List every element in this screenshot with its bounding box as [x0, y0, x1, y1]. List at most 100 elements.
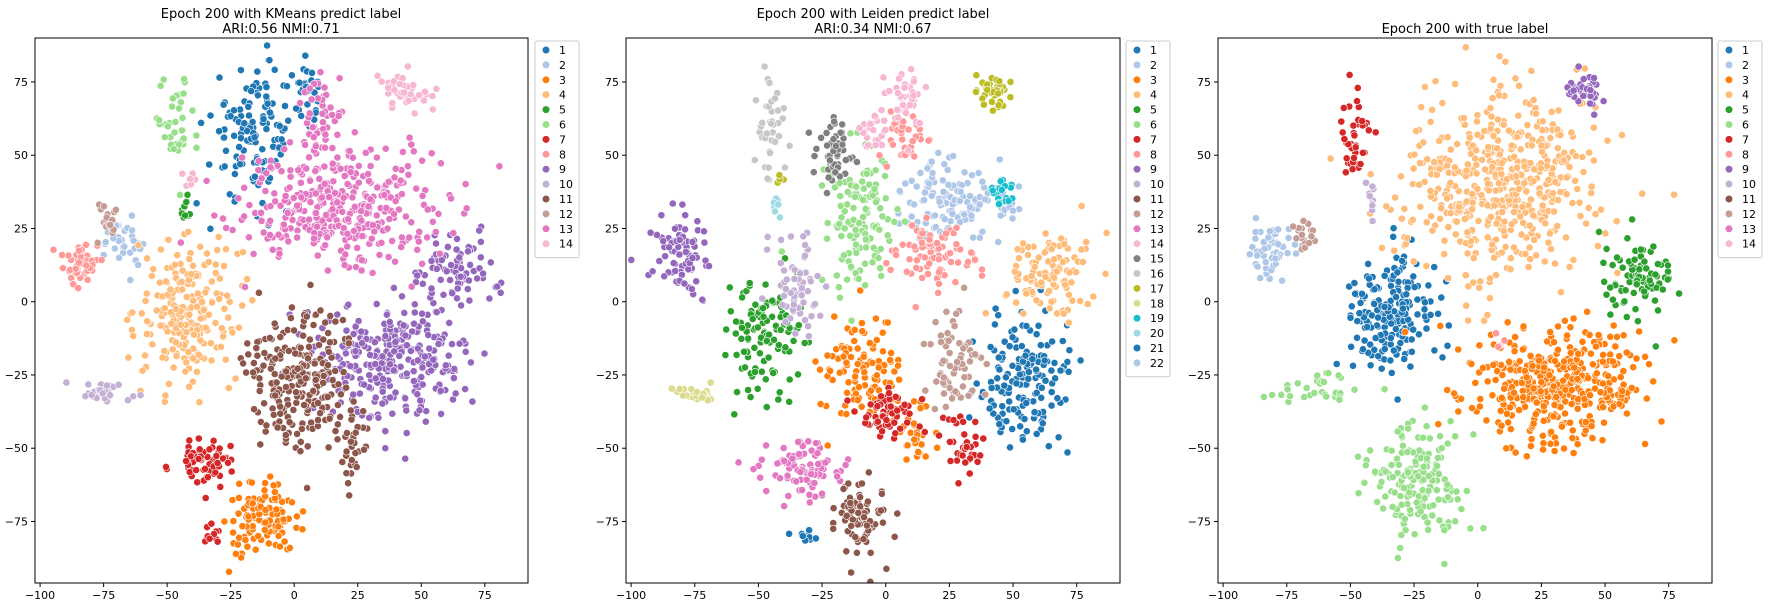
scatter-point-cluster-1 — [1037, 383, 1046, 392]
scatter-point-cluster-4 — [1522, 187, 1531, 196]
scatter-point-cluster-1 — [1359, 345, 1367, 354]
scatter-point-cluster-1 — [985, 404, 994, 413]
scatter-point-cluster-4 — [1463, 228, 1472, 237]
scatter-point-cluster-4 — [1012, 298, 1020, 307]
scatter-point-cluster-3 — [1600, 418, 1608, 427]
x-tick-label: −50 — [747, 589, 770, 602]
scatter-point-cluster-11 — [255, 387, 264, 395]
scatter-point-cluster-12 — [943, 329, 952, 337]
scatter-point-cluster-4 — [1532, 251, 1540, 260]
scatter-point-cluster-5 — [745, 279, 754, 287]
scatter-point-cluster-13 — [357, 216, 366, 225]
scatter-point-cluster-9 — [371, 393, 380, 402]
scatter-point-cluster-6 — [847, 316, 856, 325]
scatter-point-cluster-12 — [921, 386, 930, 395]
legend-label: 6 — [1150, 119, 1157, 132]
scatter-point-cluster-4 — [1077, 202, 1086, 210]
scatter-point-cluster-2 — [1292, 249, 1300, 258]
scatter-point-cluster-1 — [1002, 417, 1011, 426]
scatter-point-cluster-11 — [296, 437, 305, 446]
legend-label: 7 — [559, 133, 566, 146]
y-tick-label: −75 — [596, 515, 619, 528]
scatter-point-cluster-13 — [302, 164, 311, 173]
scatter-point-cluster-10 — [780, 291, 788, 300]
scatter-point-cluster-3 — [1635, 327, 1643, 336]
scatter-point-cluster-10 — [781, 318, 790, 326]
scatter-point-cluster-13 — [841, 461, 850, 469]
scatter-point-cluster-3 — [1510, 388, 1518, 397]
legend-label: 2 — [1150, 59, 1157, 72]
scatter-point-cluster-14 — [409, 81, 418, 89]
scatter-point-cluster-17 — [995, 77, 1004, 86]
scatter-point-cluster-4 — [1569, 255, 1578, 264]
scatter-point-cluster-4 — [1486, 294, 1494, 303]
scatter-point-cluster-8 — [925, 235, 934, 244]
scatter-point-cluster-4 — [194, 350, 203, 359]
scatter-point-cluster-8 — [910, 242, 919, 251]
scatter-point-cluster-8 — [905, 255, 914, 264]
scatter-point-cluster-13 — [254, 166, 263, 175]
scatter-point-cluster-11 — [311, 375, 320, 384]
scatter-point-cluster-15 — [817, 133, 825, 142]
scatter-point-cluster-4 — [1032, 296, 1041, 305]
scatter-point-cluster-3 — [933, 443, 941, 452]
scatter-point-cluster-14 — [894, 89, 902, 97]
scatter-point-cluster-8 — [892, 251, 900, 259]
scatter-point-cluster-9 — [366, 351, 374, 359]
scatter-point-cluster-6 — [818, 181, 826, 190]
scatter-point-cluster-11 — [270, 319, 279, 328]
scatter-point-cluster-12 — [959, 344, 968, 353]
scatter-point-cluster-4 — [1472, 146, 1481, 155]
scatter-point-cluster-4 — [1419, 138, 1428, 147]
legend-label: 3 — [1150, 74, 1157, 87]
scatter-point-cluster-6 — [155, 116, 163, 125]
scatter-point-cluster-9 — [486, 258, 495, 267]
scatter-point-cluster-3 — [850, 337, 859, 345]
scatter-point-cluster-6 — [179, 134, 188, 143]
scatter-point-cluster-4 — [1444, 223, 1453, 231]
scatter-point-cluster-1 — [1398, 256, 1407, 265]
scatter-point-cluster-10 — [789, 300, 798, 309]
scatter-point-cluster-11 — [866, 548, 875, 557]
scatter-point-cluster-2 — [101, 238, 110, 246]
scatter-point-cluster-8 — [956, 245, 965, 254]
scatter-point-cluster-3 — [288, 498, 296, 507]
y-tick-label: 75 — [605, 76, 619, 89]
scatter-point-cluster-13 — [762, 487, 771, 495]
scatter-point-cluster-7 — [886, 402, 895, 411]
scatter-point-cluster-13 — [344, 215, 352, 224]
scatter-point-cluster-4 — [1019, 309, 1028, 318]
scatter-point-cluster-1 — [1006, 443, 1014, 452]
scatter-point-cluster-4 — [1582, 219, 1590, 228]
scatter-point-cluster-9 — [408, 327, 416, 336]
scatter-point-cluster-9 — [378, 375, 387, 383]
scatter-point-cluster-2 — [1274, 240, 1283, 249]
scatter-point-cluster-13 — [307, 95, 316, 104]
scatter-point-cluster-11 — [319, 371, 328, 380]
scatter-point-cluster-13 — [176, 238, 185, 247]
scatter-point-cluster-1 — [1051, 374, 1059, 383]
scatter-point-cluster-2 — [994, 238, 1003, 246]
scatter-point-cluster-4 — [189, 330, 198, 339]
scatter-point-cluster-9 — [479, 269, 487, 278]
scatter-point-cluster-4 — [1572, 152, 1580, 160]
scatter-point-cluster-1 — [993, 374, 1002, 383]
scatter-point-cluster-4 — [169, 363, 178, 372]
scatter-point-cluster-13 — [805, 498, 814, 507]
scatter-point-cluster-13 — [792, 477, 801, 486]
scatter-point-cluster-1 — [250, 172, 259, 181]
scatter-point-cluster-4 — [1517, 230, 1526, 239]
scatter-point-cluster-17 — [994, 101, 1003, 110]
scatter-point-cluster-4 — [1526, 255, 1534, 263]
scatter-point-cluster-3 — [228, 496, 237, 504]
scatter-point-cluster-3 — [1521, 366, 1529, 375]
scatter-point-cluster-4 — [1500, 227, 1508, 235]
y-tick-label: 25 — [14, 222, 28, 235]
scatter-point-cluster-13 — [381, 144, 390, 153]
scatter-point-cluster-11 — [321, 318, 330, 327]
scatter-point-cluster-3 — [843, 388, 851, 397]
scatter-point-cluster-13 — [407, 282, 416, 291]
scatter-point-cluster-16 — [778, 114, 787, 123]
scatter-point-cluster-1 — [1365, 274, 1373, 283]
scatter-point-cluster-7 — [961, 458, 970, 467]
